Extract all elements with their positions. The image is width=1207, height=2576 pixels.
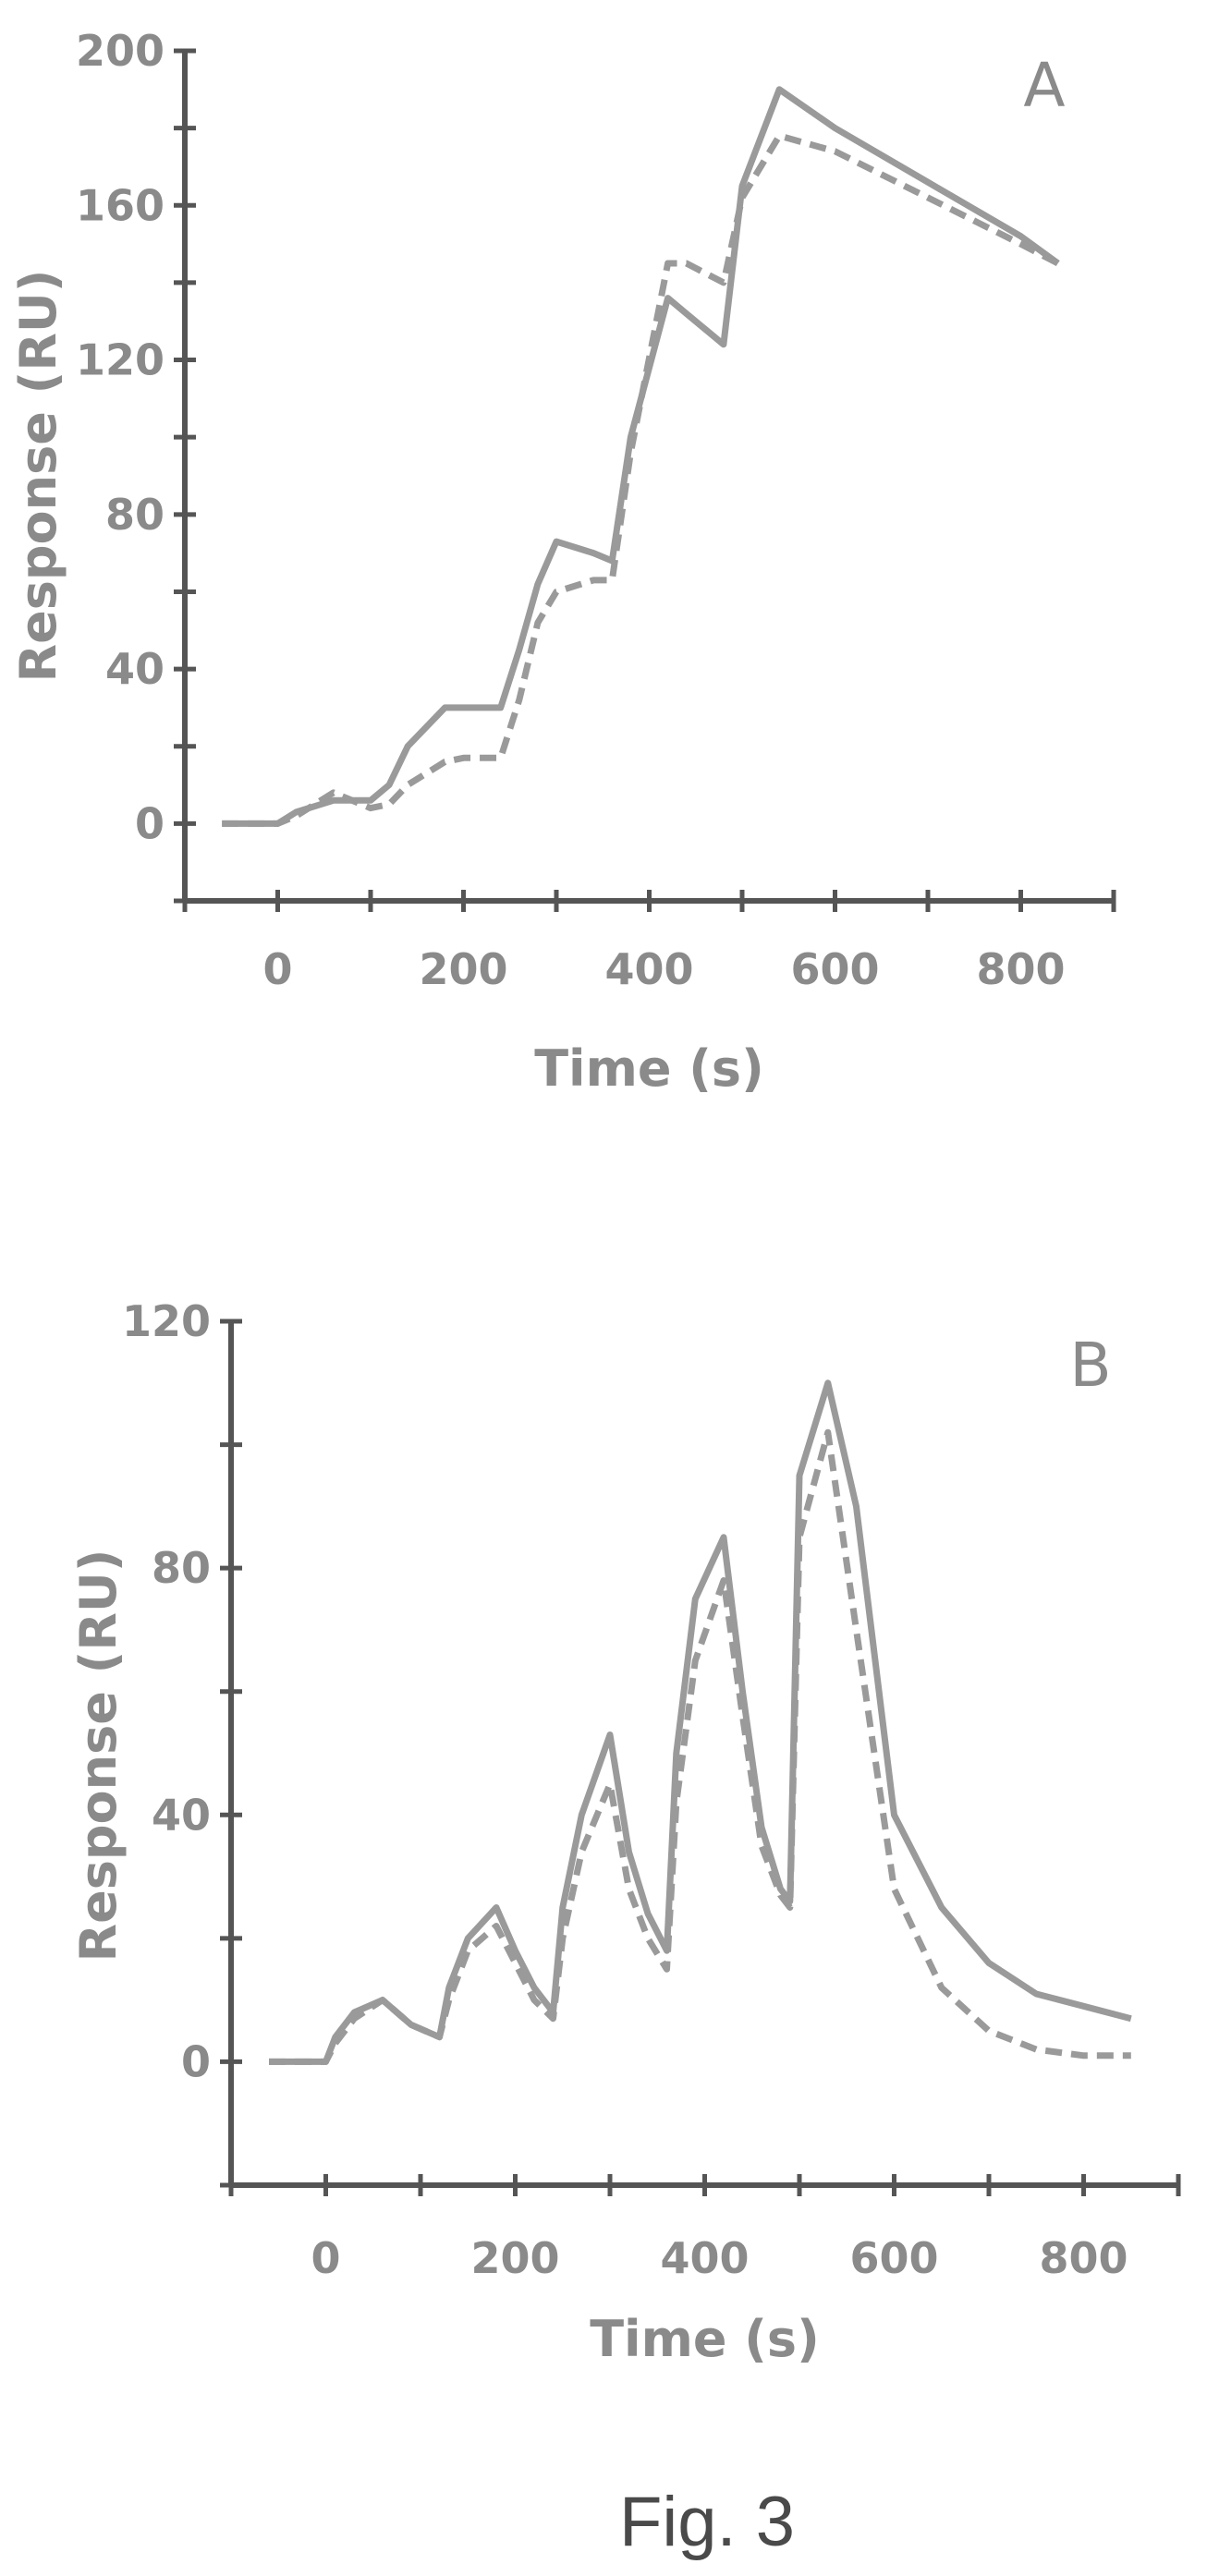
series-line-dashed (269, 1428, 1131, 2065)
x-tick-label: 600 (790, 944, 879, 994)
panel-letter: B (1069, 1330, 1111, 1401)
x-axis-title: Time (s) (534, 1039, 764, 1098)
x-tick-label: 0 (311, 2233, 340, 2283)
y-tick-label: 200 (76, 26, 165, 76)
x-tick-label: 400 (660, 2233, 749, 2283)
x-tick-label: 0 (262, 944, 292, 994)
series-line-dashed (222, 132, 1060, 827)
panel-a: 0 200 400 600 800 0 40 80 120 160 200 Time (s) Respo… (9, 26, 1116, 1098)
y-tick-label: 80 (152, 1543, 211, 1593)
x-axis-title: Time (s) (590, 2310, 820, 2368)
x-tick-label: 400 (604, 944, 693, 994)
figure-caption: Fig. 3 (619, 2483, 795, 2561)
x-tick-label: 200 (470, 2233, 559, 2283)
y-tick-label: 160 (76, 180, 165, 230)
x-tick-label: 800 (976, 944, 1065, 994)
panel-b: 0 200 400 600 800 0 40 80 120 Time (s) Response (R… (69, 1296, 1181, 2368)
y-tick-label: 120 (122, 1296, 211, 1346)
y-tick-label: 40 (152, 1790, 211, 1840)
y-axis-title: Response (RU) (9, 270, 67, 683)
panel-letter: A (1023, 50, 1065, 121)
series-line-solid (269, 1379, 1132, 2065)
y-tick-label: 120 (76, 335, 165, 385)
series-line-solid (222, 86, 1060, 827)
y-tick-label: 0 (135, 798, 165, 848)
y-axis-title: Response (RU) (69, 1549, 128, 1962)
x-tick-label: 800 (1039, 2233, 1128, 2283)
x-tick-label: 600 (849, 2233, 938, 2283)
y-tick-label: 40 (105, 644, 165, 694)
y-tick-label: 80 (105, 490, 165, 540)
x-tick-label: 200 (419, 944, 507, 994)
y-tick-label: 0 (181, 2036, 211, 2086)
